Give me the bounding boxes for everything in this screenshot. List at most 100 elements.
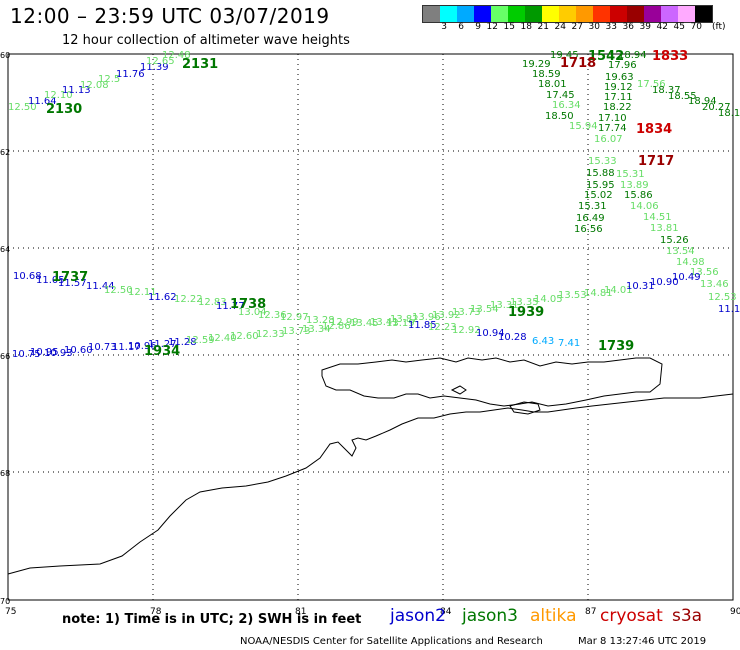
- wave-height-value: 12.99: [330, 317, 359, 328]
- wave-height-value: 13.54: [666, 246, 695, 257]
- wave-height-value: 15.88: [586, 168, 615, 179]
- wave-height-value: 13.31: [490, 300, 519, 311]
- colorbar-swatch: [644, 6, 661, 22]
- colorbar-label: 15: [503, 22, 515, 32]
- wave-height-value: 12.33: [256, 329, 285, 340]
- wave-height-value: 13.81: [650, 223, 679, 234]
- wave-height-value: 12.08: [80, 80, 109, 91]
- wave-height-value: 12.97: [280, 312, 309, 323]
- pass-time-label: 1718: [560, 56, 596, 71]
- credit-text: NOAA/NESDIS Center for Satellite Applica…: [240, 636, 543, 647]
- wave-height-value: 12.92: [452, 325, 481, 336]
- wave-height-value: 12.22: [174, 294, 203, 305]
- wave-height-value: 16.56: [574, 224, 603, 235]
- colorbar-swatch: [695, 6, 712, 22]
- wave-height-value: 10.94: [476, 328, 505, 339]
- wave-height-value: 10.90: [650, 277, 679, 288]
- wave-height-value: 10.68: [13, 271, 42, 282]
- pass-time-label: 1834: [636, 122, 672, 137]
- pass-time-label: 1738: [230, 297, 266, 312]
- wave-height-value: 18.50: [545, 111, 574, 122]
- wave-height-value: 11.17: [112, 342, 141, 353]
- wave-height-value: 19.29: [522, 59, 551, 70]
- wave-height-value: 18.01: [538, 79, 567, 90]
- colorbar-label: 3: [441, 22, 447, 32]
- wave-height-value: 19.45: [550, 50, 579, 61]
- wave-height-value: 16.34: [552, 100, 581, 111]
- colorbar-swatch: [525, 6, 542, 22]
- wave-height-value: 15.31: [578, 201, 607, 212]
- colorbar-label: 42: [656, 22, 668, 32]
- wave-height-value: 12.23: [428, 322, 457, 333]
- wave-height-value: 13.28: [306, 315, 335, 326]
- wave-height-value: 11.62: [148, 292, 177, 303]
- altimeter-tracks: 12.5011.6412.1011.1312.0812.511.7611.391…: [8, 50, 740, 360]
- wave-height-value: 18.1: [718, 108, 740, 119]
- colorbar-swatch: [423, 6, 440, 22]
- colorbar-swatch: [678, 6, 695, 22]
- wave-height-value: 19.12: [604, 82, 633, 93]
- lat-tick-label: 66: [0, 352, 10, 361]
- wave-height-value: 10.60: [64, 345, 93, 356]
- wave-height-value: 17.56: [637, 79, 666, 90]
- wave-height-value: 17.11: [604, 92, 633, 103]
- wave-height-value: 13.82: [390, 314, 419, 325]
- wave-height-value: 13.53: [558, 290, 587, 301]
- wave-height-value: 13.19: [386, 318, 415, 329]
- wave-height-value: 11.1: [718, 304, 740, 315]
- wave-height-value: 13.45: [350, 318, 379, 329]
- wave-height-value: 16.07: [594, 134, 623, 145]
- pass-time-label: 2131: [182, 57, 218, 72]
- colorbar-label: 33: [605, 22, 617, 32]
- colorbar-swatch: [457, 6, 474, 22]
- lat-tick-label: 68: [0, 469, 10, 478]
- wave-height-value: 15.94: [569, 121, 598, 132]
- timestamp-text: Mar 8 13:27:46 UTC 2019: [578, 636, 707, 647]
- wave-height-value: 12.60: [230, 331, 259, 342]
- lon-tick-label: 84: [440, 607, 452, 617]
- wave-height-value: 10.96: [128, 341, 157, 352]
- lat-tick-label: 60: [0, 51, 10, 60]
- wave-height-value: 12.86: [322, 321, 351, 332]
- wave-height-value: 12.50: [104, 285, 133, 296]
- pass-time-label: 1717: [638, 154, 674, 169]
- wave-height-value: 14.98: [676, 257, 705, 268]
- wave-height-value: 11.76: [116, 69, 145, 80]
- wave-height-value: 12.50: [8, 102, 37, 113]
- pass-time-label: 1939: [508, 305, 544, 320]
- wave-height-value: 10.75: [12, 349, 41, 360]
- colorbar: [422, 5, 713, 23]
- wave-height-value: 11.27: [148, 339, 177, 350]
- wave-height-value: 12.36: [258, 310, 287, 321]
- colorbar-swatch: [610, 6, 627, 22]
- wave-height-value: 13.92: [432, 310, 461, 321]
- pass-time-label: 1542: [588, 49, 624, 64]
- lat-tick-label: 62: [0, 148, 10, 157]
- small-islet: [450, 385, 467, 395]
- wave-height-value: 15.02: [584, 190, 613, 201]
- colorbar-swatch: [661, 6, 678, 22]
- wave-height-value: 14.01: [604, 285, 633, 296]
- wave-height-value: 13.04: [238, 307, 267, 318]
- wave-height-value: 20.27: [702, 102, 731, 113]
- colorbar-label: 30: [588, 22, 600, 32]
- lat-tick-label: 64: [0, 245, 10, 254]
- lat-tick-label: 70: [0, 597, 10, 606]
- coastline: [7, 357, 734, 575]
- colorbar-swatch: [576, 6, 593, 22]
- legend-entry-cryosat: cryosat: [600, 606, 663, 626]
- colorbar-swatch: [474, 6, 491, 22]
- colorbar-swatch: [508, 6, 525, 22]
- mainland-coast: [7, 393, 734, 575]
- colorbar-label: 27: [571, 22, 583, 32]
- wave-height-value: 18.59: [532, 69, 561, 80]
- wave-height-value: 10.73: [88, 342, 117, 353]
- wave-height-value: 12.11: [128, 287, 157, 298]
- legend-entry-altika: altika: [530, 606, 577, 626]
- wave-height-value: 15.86: [624, 190, 653, 201]
- wave-height-value: 11.39: [140, 62, 169, 73]
- wave-height-value: 11.44: [86, 281, 115, 292]
- wave-height-value: 14.06: [630, 201, 659, 212]
- wave-height-value: 11.85: [408, 320, 437, 331]
- wave-height-value: 7.41: [558, 338, 580, 349]
